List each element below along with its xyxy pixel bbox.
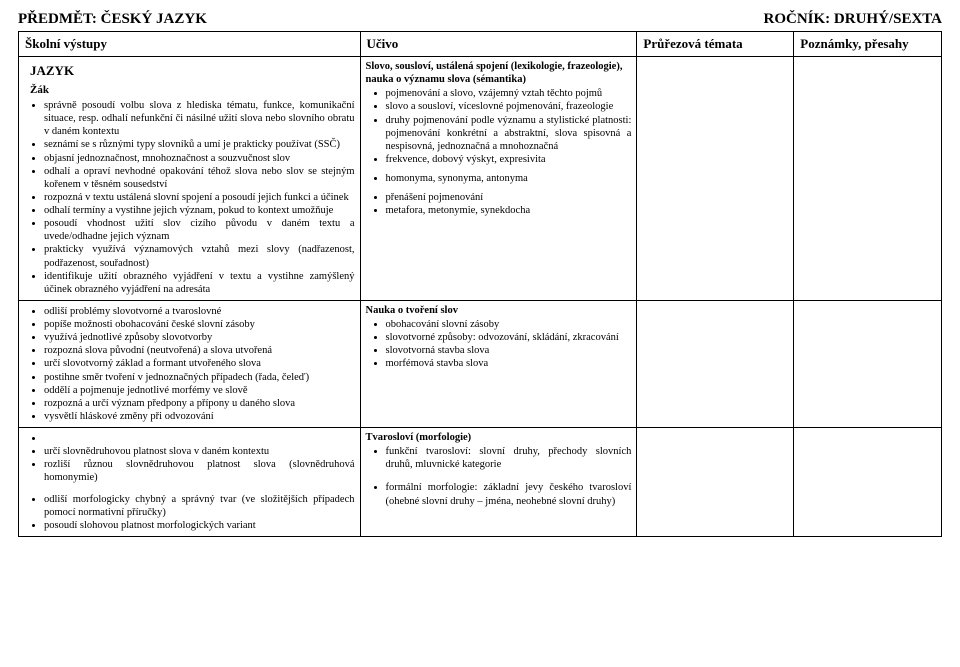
curriculum-table: Školní výstupy Učivo Průřezová témata Po… <box>18 31 942 537</box>
list-item: slovotvorné způsoby: odvozování, skládán… <box>386 331 632 344</box>
cell-notes <box>794 57 942 301</box>
cell-topics <box>637 57 794 301</box>
curriculum-list: formální morfologie: základní jevy české… <box>366 481 632 507</box>
table-row: odliší problémy slovotvorné a tvaroslovn… <box>19 300 942 427</box>
table-header-row: Školní výstupy Učivo Průřezová témata Po… <box>19 31 942 56</box>
list-item: rozpozná slova původní (neutvořená) a sl… <box>44 344 355 357</box>
list-item: formální morfologie: základní jevy české… <box>386 481 632 507</box>
list-item: využívá jednotlivé způsoby slovotvorby <box>44 331 355 344</box>
list-item: popíše možnosti obohacování české slovní… <box>44 318 355 331</box>
section-label: JAZYK <box>24 60 355 80</box>
cell-topics <box>637 300 794 427</box>
list-item: rozliší různou slovnědruhovou platnost s… <box>44 458 355 484</box>
outputs-list: správně posoudí volbu slova z hlediska t… <box>24 99 355 296</box>
cell-outputs: určí slovnědruhovou platnost slova v dan… <box>19 428 361 537</box>
list-item: identifikuje užití obrazného vyjádření v… <box>44 270 355 296</box>
curriculum-list: obohacování slovní zásoby slovotvorné zp… <box>366 318 632 371</box>
curriculum-list: homonyma, synonyma, antonyma <box>366 172 632 185</box>
list-item: odhalí termíny a vystihne jejich význam,… <box>44 204 355 217</box>
page-header: PŘEDMĚT: ČESKÝ JAZYK ROČNÍK: DRUHÝ/SEXTA <box>18 10 942 29</box>
cell-outputs: JAZYK Žák správně posoudí volbu slova z … <box>19 57 361 301</box>
outputs-list: odliší morfologicky chybný a správný tva… <box>24 493 355 532</box>
list-item: seznámí se s různými typy slovníků a umí… <box>44 138 355 151</box>
col-header-notes: Poznámky, přesahy <box>794 31 942 56</box>
table-row: JAZYK Žák správně posoudí volbu slova z … <box>19 57 942 301</box>
list-item: odliší problémy slovotvorné a tvaroslovn… <box>44 305 355 318</box>
grade-title: ROČNÍK: DRUHÝ/SEXTA <box>764 10 942 29</box>
cell-curriculum: Tvarosloví (morfologie) funkční tvaroslo… <box>360 428 637 537</box>
cell-topics <box>637 428 794 537</box>
list-item: posoudí slohovou platnost morfologických… <box>44 519 355 532</box>
sub-label: Žák <box>24 84 355 98</box>
curriculum-list: pojmenování a slovo, vzájemný vztah těch… <box>366 87 632 166</box>
cell-notes <box>794 428 942 537</box>
list-item: rozpozná a určí význam předpony a přípon… <box>44 397 355 410</box>
list-item: správně posoudí volbu slova z hlediska t… <box>44 99 355 138</box>
list-item: určí slovnědruhovou platnost slova v dan… <box>44 445 355 458</box>
list-item: postihne směr tvoření v jednoznačných př… <box>44 371 355 384</box>
list-item: rozpozná v textu ustálená slovní spojení… <box>44 191 355 204</box>
list-item: posoudí vhodnost užití slov cizího původ… <box>44 217 355 243</box>
outputs-list: určí slovnědruhovou platnost slova v dan… <box>24 432 355 485</box>
list-item: slovotvorná stavba slova <box>386 344 632 357</box>
list-item: vysvětlí hláskové změny při odvozování <box>44 410 355 423</box>
cell-outputs: odliší problémy slovotvorné a tvaroslovn… <box>19 300 361 427</box>
col-header-topics: Průřezová témata <box>637 31 794 56</box>
list-item <box>44 432 355 445</box>
list-item: obohacování slovní zásoby <box>386 318 632 331</box>
outputs-list: odliší problémy slovotvorné a tvaroslovn… <box>24 305 355 423</box>
list-item: pojmenování a slovo, vzájemný vztah těch… <box>386 87 632 100</box>
col-header-curriculum: Učivo <box>360 31 637 56</box>
list-item: objasní jednoznačnost, mnohoznačnost a s… <box>44 152 355 165</box>
curriculum-title: Nauka o tvoření slov <box>366 304 632 317</box>
list-item: odliší morfologicky chybný a správný tva… <box>44 493 355 519</box>
list-item: určí slovotvorný základ a formant utvoře… <box>44 357 355 370</box>
list-item: morfémová stavba slova <box>386 357 632 370</box>
list-item: prakticky využívá významových vztahů mez… <box>44 243 355 269</box>
subject-title: PŘEDMĚT: ČESKÝ JAZYK <box>18 10 207 29</box>
curriculum-title: Tvarosloví (morfologie) <box>366 431 632 444</box>
list-item: slovo a sousloví, víceslovné pojmenování… <box>386 100 632 113</box>
table-row: určí slovnědruhovou platnost slova v dan… <box>19 428 942 537</box>
list-item: přenášení pojmenování <box>386 191 632 204</box>
cell-notes <box>794 300 942 427</box>
curriculum-list: přenášení pojmenování metafora, metonymi… <box>366 191 632 217</box>
list-item: homonyma, synonyma, antonyma <box>386 172 632 185</box>
list-item: frekvence, dobový výskyt, expresivita <box>386 153 632 166</box>
list-item: oddělí a pojmenuje jednotlivé morfémy ve… <box>44 384 355 397</box>
cell-curriculum: Nauka o tvoření slov obohacování slovní … <box>360 300 637 427</box>
list-item: druhy pojmenování podle významu a stylis… <box>386 114 632 153</box>
cell-curriculum: Slovo, sousloví, ustálená spojení (lexik… <box>360 57 637 301</box>
list-item: metafora, metonymie, synekdocha <box>386 204 632 217</box>
col-header-outputs: Školní výstupy <box>19 31 361 56</box>
curriculum-list: funkční tvarosloví: slovní druhy, přecho… <box>366 445 632 471</box>
list-item: odhalí a opraví nevhodné opakování téhož… <box>44 165 355 191</box>
curriculum-title: Slovo, sousloví, ustálená spojení (lexik… <box>366 60 632 86</box>
list-item: funkční tvarosloví: slovní druhy, přecho… <box>386 445 632 471</box>
